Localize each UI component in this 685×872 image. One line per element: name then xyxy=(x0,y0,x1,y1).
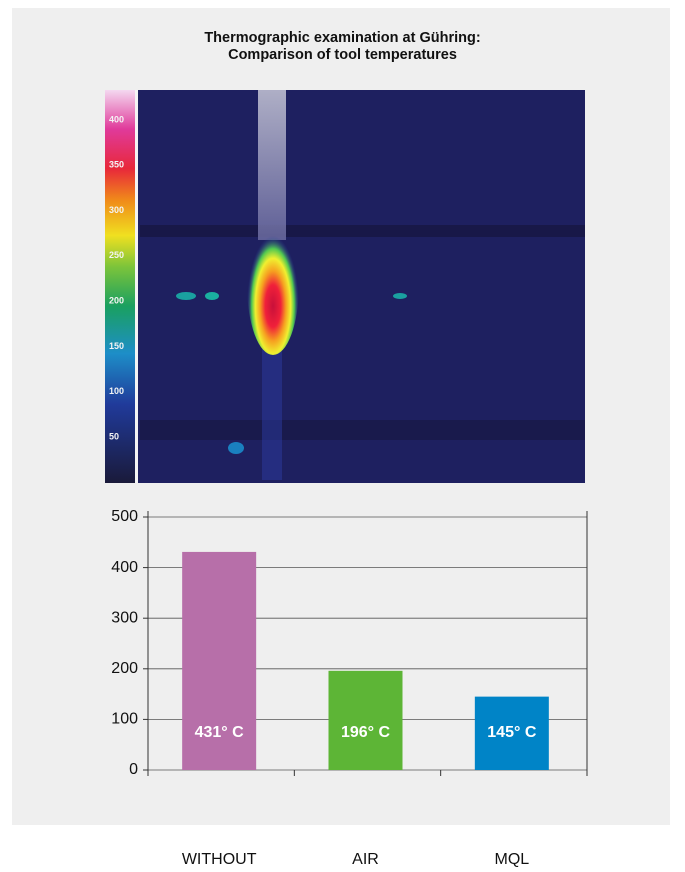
x-tick-label: AIR xyxy=(352,851,379,868)
thermal-scale-label: 200 xyxy=(109,296,124,306)
y-tick-label: 200 xyxy=(111,660,138,677)
thermal-scale-label: 50 xyxy=(109,431,119,441)
y-tick-label: 300 xyxy=(111,609,138,626)
thermal-scale-label: 150 xyxy=(109,341,124,351)
thermal-scale-edge xyxy=(135,90,138,483)
thermal-scale-label: 300 xyxy=(109,205,124,215)
y-tick-label: 400 xyxy=(111,559,138,576)
thermal-scale-bar xyxy=(105,90,135,483)
coolant-trail xyxy=(262,320,282,480)
bar xyxy=(182,551,257,770)
hot-dot xyxy=(205,292,219,300)
value-label: 196° C xyxy=(341,724,391,741)
thermal-streak xyxy=(140,225,585,237)
thermal-background xyxy=(105,90,585,483)
x-tick-label: MQL xyxy=(494,851,529,868)
value-label: 431° C xyxy=(195,724,245,741)
hot-spot xyxy=(247,215,299,355)
hot-dot xyxy=(228,442,244,454)
thermal-scale-label: 250 xyxy=(109,250,124,260)
thermal-image xyxy=(105,90,585,483)
thermal-scale-label: 400 xyxy=(109,114,124,124)
y-tick-label: 0 xyxy=(129,761,138,778)
drill xyxy=(258,90,286,240)
thermal-streak xyxy=(140,420,585,440)
y-tick-label: 100 xyxy=(111,711,138,728)
thermal-scale-label: 350 xyxy=(109,160,124,170)
y-tick-label: 500 xyxy=(111,508,138,525)
hot-dot xyxy=(393,293,407,299)
x-tick-label: WITHOUT xyxy=(182,851,257,868)
bar xyxy=(474,696,549,770)
bar xyxy=(328,670,403,770)
hot-dot xyxy=(176,292,196,300)
thermal-scale-label: 100 xyxy=(109,386,124,396)
value-label: 145° C xyxy=(487,724,537,741)
chart-title: Thermographic examination at Gühring: Co… xyxy=(204,30,481,63)
